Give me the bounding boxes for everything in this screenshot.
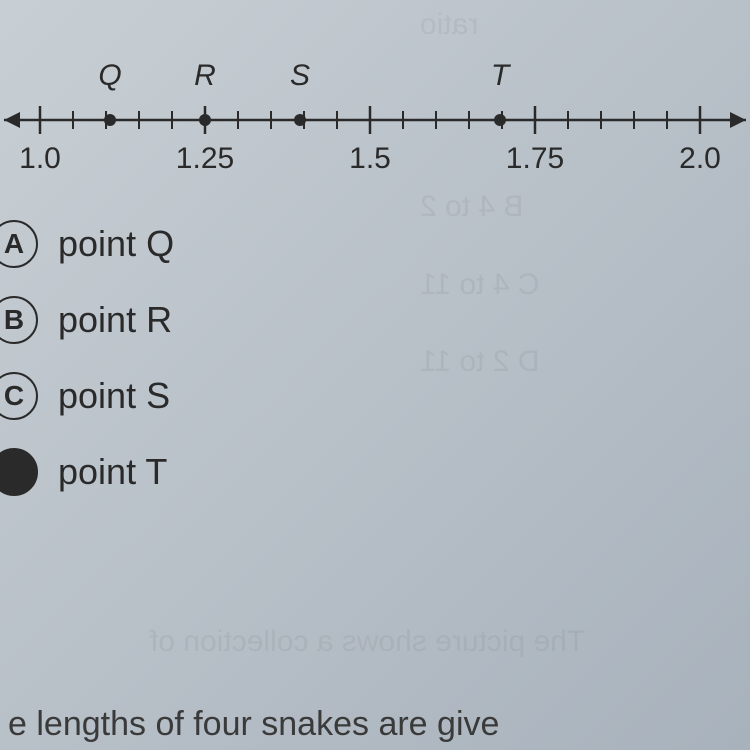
- choice-a[interactable]: Apoint Q: [0, 220, 750, 268]
- svg-text:1.0: 1.0: [19, 142, 61, 175]
- answer-choices: Apoint Q Bpoint R Cpoint S Dpoint T: [0, 220, 750, 524]
- choice-bubble-a[interactable]: A: [0, 220, 38, 268]
- choice-text-d: point T: [58, 451, 167, 493]
- svg-text:T: T: [491, 60, 512, 92]
- choice-text-c: point S: [58, 375, 170, 417]
- bottom-text-fragment: e lengths of four snakes are give: [8, 705, 499, 744]
- choice-b[interactable]: Bpoint R: [0, 296, 750, 344]
- choice-d[interactable]: Dpoint T: [0, 448, 750, 496]
- choice-bubble-c[interactable]: C: [0, 372, 38, 420]
- svg-text:1.25: 1.25: [176, 142, 234, 175]
- choice-text-b: point R: [58, 299, 172, 341]
- svg-text:1.5: 1.5: [349, 142, 391, 175]
- numberline-svg: 1.0 1.25 1.5 1.75 2.0 Q R S T: [0, 60, 750, 200]
- choice-bubble-d[interactable]: D: [0, 448, 38, 496]
- svg-text:Q: Q: [98, 60, 121, 92]
- choice-c[interactable]: Cpoint S: [0, 372, 750, 420]
- svg-text:S: S: [290, 60, 310, 92]
- svg-text:1.75: 1.75: [506, 142, 564, 175]
- svg-text:2.0: 2.0: [679, 142, 721, 175]
- svg-text:R: R: [194, 60, 216, 92]
- numberline-figure: 1.0 1.25 1.5 1.75 2.0 Q R S T: [0, 60, 750, 200]
- choice-bubble-b[interactable]: B: [0, 296, 38, 344]
- ghost-text: The picture shows a collection of: [150, 625, 585, 659]
- ghost-text: ratio: [420, 8, 478, 42]
- choice-text-a: point Q: [58, 223, 174, 265]
